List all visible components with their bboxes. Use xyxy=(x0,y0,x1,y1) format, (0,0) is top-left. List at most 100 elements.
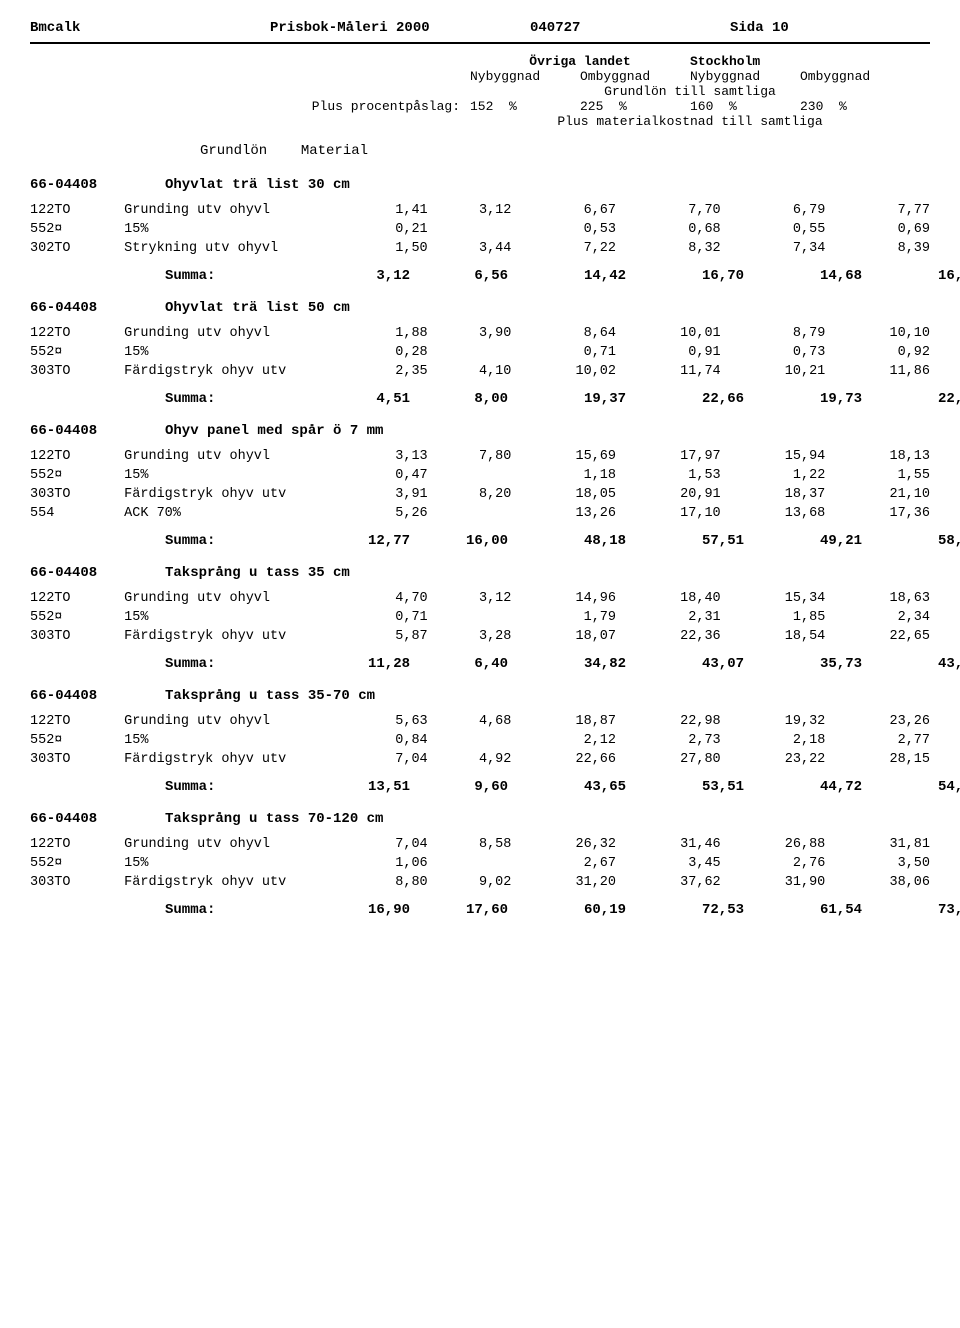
summa-n1: 12,77 xyxy=(335,533,428,549)
row-v3: 19,32 xyxy=(721,712,826,731)
row-desc: Färdigstryk ohyv utv xyxy=(124,627,344,646)
row-desc: Grunding utv ohyvl xyxy=(124,324,344,343)
row-v2: 17,10 xyxy=(616,504,721,523)
row-n1: 0,71 xyxy=(344,608,428,627)
row-v2: 31,46 xyxy=(616,835,721,854)
row-n1: 2,35 xyxy=(344,362,428,381)
row-v1: 2,67 xyxy=(511,854,616,873)
row-code: 552¤ xyxy=(30,343,124,362)
summa-row: Summa:4,518,0019,3722,6619,7322,88 xyxy=(30,391,930,407)
header-page: Sida 10 xyxy=(730,20,930,36)
row-n2 xyxy=(428,466,512,485)
row-code: 303TO xyxy=(30,873,124,892)
section-code: 66-04408 xyxy=(30,300,165,316)
summa-n1: 3,12 xyxy=(335,268,428,284)
row-n2: 4,68 xyxy=(428,712,512,731)
row-v3: 13,68 xyxy=(721,504,826,523)
section-name: Taksprång u tass 35 cm xyxy=(165,565,350,581)
row-v4: 2,77 xyxy=(825,731,930,750)
material-label: Material xyxy=(301,143,368,159)
summa-n2: 8,00 xyxy=(428,391,526,407)
row-v2: 10,01 xyxy=(616,324,721,343)
section-name: Ohyvlat trä list 50 cm xyxy=(165,300,350,316)
row-v4: 0,92 xyxy=(825,343,930,362)
row-n1: 0,21 xyxy=(344,220,428,239)
summa-n2: 6,56 xyxy=(428,268,526,284)
row-code: 554 xyxy=(30,504,124,523)
row-code: 122TO xyxy=(30,324,124,343)
row-v2: 0,68 xyxy=(616,220,721,239)
section-title: 66-04408Ohyvlat trä list 50 cm xyxy=(30,300,930,316)
data-table: 122TOGrunding utv ohyvl7,048,5826,3231,4… xyxy=(30,835,930,892)
table-row: 303TOFärdigstryk ohyv utv7,044,9222,6627… xyxy=(30,750,930,769)
row-desc: Färdigstryk ohyv utv xyxy=(124,750,344,769)
summa-v4: 16,85 xyxy=(880,268,960,284)
row-n2: 4,10 xyxy=(428,362,512,381)
row-v1: 18,87 xyxy=(511,712,616,731)
section-title: 66-04408Taksprång u tass 35 cm xyxy=(30,565,930,581)
row-v3: 1,22 xyxy=(721,466,826,485)
row-code: 552¤ xyxy=(30,854,124,873)
row-code: 552¤ xyxy=(30,220,124,239)
row-n2 xyxy=(428,343,512,362)
row-n1: 7,04 xyxy=(344,750,428,769)
row-v4: 7,77 xyxy=(825,201,930,220)
summa-row: Summa:16,9017,6060,1972,5361,5473,37 xyxy=(30,902,930,918)
row-desc: Färdigstryk ohyv utv xyxy=(124,362,344,381)
summa-v1: 60,19 xyxy=(526,902,644,918)
row-n1: 8,80 xyxy=(344,873,428,892)
row-n2 xyxy=(428,504,512,523)
row-v3: 2,18 xyxy=(721,731,826,750)
row-v2: 22,98 xyxy=(616,712,721,731)
section-code: 66-04408 xyxy=(30,688,165,704)
table-row: 122TOGrunding utv ohyvl4,703,1214,9618,4… xyxy=(30,589,930,608)
row-n2: 7,80 xyxy=(428,447,512,466)
pct-4: 230 % xyxy=(800,99,910,114)
row-code: 122TO xyxy=(30,712,124,731)
header-date: 040727 xyxy=(530,20,730,36)
summa-n1: 16,90 xyxy=(335,902,428,918)
summa-v2: 43,07 xyxy=(644,656,762,672)
table-row: 122TOGrunding utv ohyvl1,413,126,677,706… xyxy=(30,201,930,220)
row-v1: 14,96 xyxy=(511,589,616,608)
summa-v4: 73,37 xyxy=(880,902,960,918)
summa-n2: 6,40 xyxy=(428,656,526,672)
row-code: 552¤ xyxy=(30,731,124,750)
summa-v3: 61,54 xyxy=(762,902,880,918)
section-name: Ohyvlat trä list 30 cm xyxy=(165,177,350,193)
row-v1: 0,71 xyxy=(511,343,616,362)
pct-2: 225 % xyxy=(580,99,690,114)
row-v2: 27,80 xyxy=(616,750,721,769)
data-table: 122TOGrunding utv ohyvl1,883,908,6410,01… xyxy=(30,324,930,381)
row-v4: 11,86 xyxy=(825,362,930,381)
summa-v3: 49,21 xyxy=(762,533,880,549)
row-v1: 18,05 xyxy=(511,485,616,504)
summa-v1: 48,18 xyxy=(526,533,644,549)
summa-v1: 14,42 xyxy=(526,268,644,284)
row-v1: 15,69 xyxy=(511,447,616,466)
row-desc: Strykning utv ohyvl xyxy=(124,239,344,258)
row-code: 122TO xyxy=(30,201,124,220)
section-name: Taksprång u tass 70-120 cm xyxy=(165,811,383,827)
summa-v2: 72,53 xyxy=(644,902,762,918)
row-v1: 22,66 xyxy=(511,750,616,769)
row-v3: 1,85 xyxy=(721,608,826,627)
summa-v4: 22,88 xyxy=(880,391,960,407)
header-divider xyxy=(30,42,930,44)
section-title: 66-04408Ohyv panel med spår ö 7 mm xyxy=(30,423,930,439)
row-code: 302TO xyxy=(30,239,124,258)
row-v4: 3,50 xyxy=(825,854,930,873)
row-n2: 9,02 xyxy=(428,873,512,892)
summa-v2: 57,51 xyxy=(644,533,762,549)
summa-v4: 43,62 xyxy=(880,656,960,672)
row-code: 122TO xyxy=(30,589,124,608)
row-desc: Grunding utv ohyvl xyxy=(124,447,344,466)
row-v4: 31,81 xyxy=(825,835,930,854)
row-code: 122TO xyxy=(30,835,124,854)
row-v3: 23,22 xyxy=(721,750,826,769)
row-desc: Grunding utv ohyvl xyxy=(124,589,344,608)
row-v4: 2,34 xyxy=(825,608,930,627)
row-v2: 7,70 xyxy=(616,201,721,220)
row-code: 552¤ xyxy=(30,466,124,485)
summa-n1: 4,51 xyxy=(335,391,428,407)
